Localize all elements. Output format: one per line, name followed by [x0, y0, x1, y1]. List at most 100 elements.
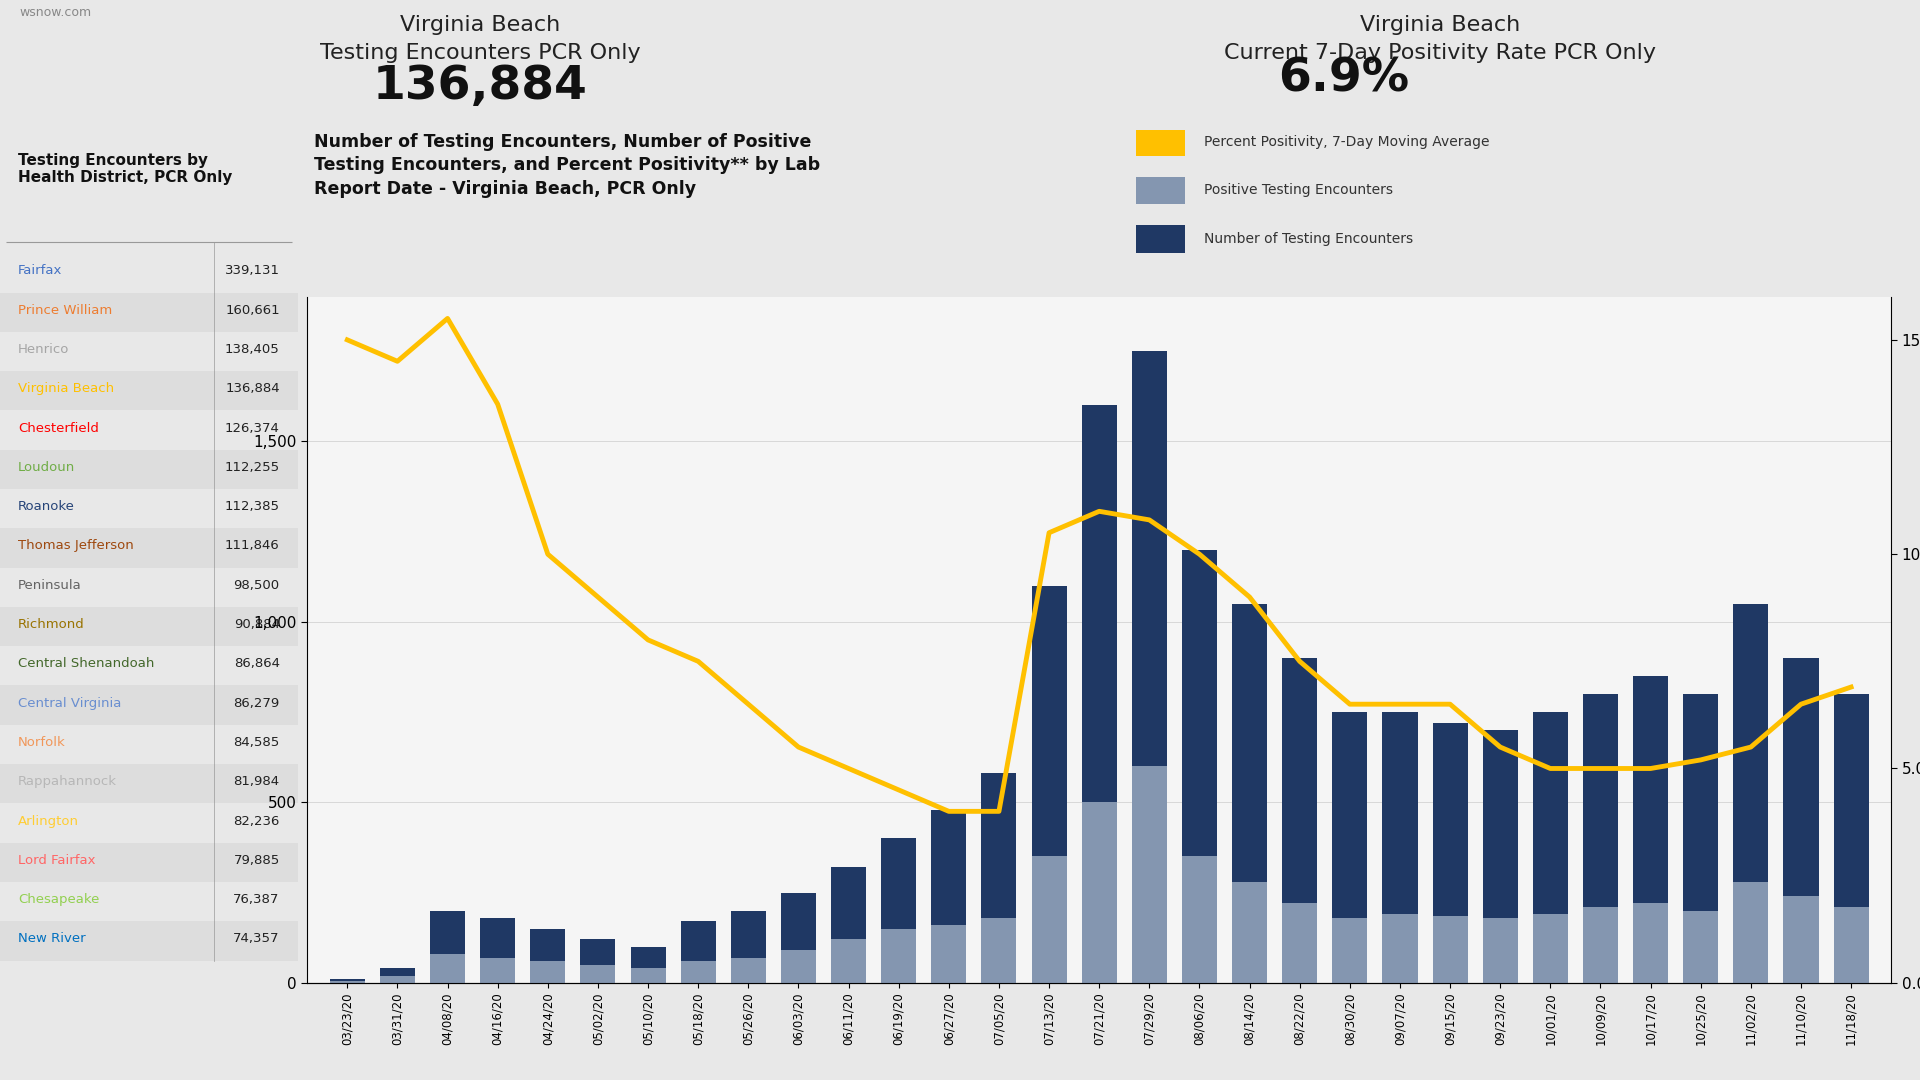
Text: Central Shenandoah: Central Shenandoah: [17, 658, 154, 671]
Bar: [1131, 351, 1167, 983]
Bar: [1332, 712, 1367, 983]
Bar: [1582, 694, 1619, 983]
Text: Prince William: Prince William: [17, 303, 111, 316]
Bar: [1634, 676, 1668, 983]
Bar: [1332, 918, 1367, 983]
Text: 112,255: 112,255: [225, 461, 280, 474]
Bar: [931, 926, 966, 983]
Bar: [781, 892, 816, 983]
Bar: [1081, 405, 1117, 983]
Bar: [1432, 723, 1467, 983]
Text: Loudoun: Loudoun: [17, 461, 75, 474]
Bar: [630, 969, 666, 983]
Bar: [1137, 226, 1185, 253]
Bar: [831, 940, 866, 983]
Text: Norfolk: Norfolk: [17, 735, 65, 748]
Bar: [0, 528, 298, 568]
Bar: [1183, 856, 1217, 983]
Bar: [0, 842, 298, 882]
Bar: [0, 489, 298, 528]
Text: 76,387: 76,387: [234, 893, 280, 906]
Bar: [981, 918, 1016, 983]
Bar: [1131, 766, 1167, 983]
Bar: [480, 918, 515, 983]
Text: Chesterfield: Chesterfield: [17, 421, 98, 434]
Bar: [1233, 881, 1267, 983]
Bar: [1031, 585, 1068, 983]
Text: 136,884: 136,884: [225, 382, 280, 395]
Bar: [1031, 856, 1068, 983]
Text: Chesapeake: Chesapeake: [17, 893, 100, 906]
Text: 98,500: 98,500: [234, 579, 280, 592]
Text: Percent Positivity, 7-Day Moving Average: Percent Positivity, 7-Day Moving Average: [1204, 135, 1490, 149]
Bar: [1734, 881, 1768, 983]
Text: New River: New River: [17, 932, 86, 945]
Text: 86,279: 86,279: [234, 697, 280, 710]
Bar: [1784, 658, 1818, 983]
Bar: [0, 725, 298, 764]
Bar: [530, 961, 564, 983]
Bar: [380, 969, 415, 983]
Text: Henrico: Henrico: [17, 343, 69, 356]
Bar: [530, 929, 564, 983]
Bar: [1532, 914, 1569, 983]
Bar: [1482, 918, 1517, 983]
Bar: [1283, 658, 1317, 983]
Text: 339,131: 339,131: [225, 265, 280, 278]
Bar: [0, 607, 298, 646]
Bar: [480, 958, 515, 983]
Text: 84,585: 84,585: [234, 735, 280, 748]
Text: Testing Encounters by
Health District, PCR Only: Testing Encounters by Health District, P…: [17, 153, 232, 186]
Text: 6.9%: 6.9%: [1279, 56, 1409, 102]
Bar: [0, 764, 298, 804]
Bar: [931, 810, 966, 983]
Text: Fairfax: Fairfax: [17, 265, 61, 278]
Bar: [630, 947, 666, 983]
Bar: [781, 950, 816, 983]
Bar: [1432, 916, 1467, 983]
Text: 138,405: 138,405: [225, 343, 280, 356]
Bar: [580, 964, 616, 983]
Bar: [732, 910, 766, 983]
Text: Virginia Beach: Virginia Beach: [17, 382, 113, 395]
Text: 82,236: 82,236: [234, 814, 280, 827]
Text: 136,884: 136,884: [372, 65, 588, 109]
Bar: [580, 940, 616, 983]
Bar: [0, 686, 298, 725]
Text: 90,884: 90,884: [234, 618, 280, 631]
Text: Central Virginia: Central Virginia: [17, 697, 121, 710]
Text: Roanoke: Roanoke: [17, 500, 75, 513]
Bar: [0, 293, 298, 332]
Text: Current 7-Day Positivity Rate PCR Only: Current 7-Day Positivity Rate PCR Only: [1225, 43, 1655, 64]
Bar: [682, 921, 716, 983]
Text: Lord Fairfax: Lord Fairfax: [17, 854, 96, 867]
Bar: [1283, 903, 1317, 983]
Bar: [1734, 604, 1768, 983]
Bar: [0, 372, 298, 410]
Text: 111,846: 111,846: [225, 540, 280, 553]
Bar: [430, 910, 465, 983]
Text: Richmond: Richmond: [17, 618, 84, 631]
Bar: [682, 961, 716, 983]
Bar: [380, 975, 415, 983]
Bar: [0, 882, 298, 921]
Bar: [0, 568, 298, 607]
Bar: [1582, 907, 1619, 983]
Bar: [1784, 896, 1818, 983]
Bar: [881, 929, 916, 983]
Text: Number of Testing Encounters, Number of Positive
Testing Encounters, and Percent: Number of Testing Encounters, Number of …: [313, 133, 820, 198]
Text: Virginia Beach: Virginia Beach: [399, 15, 561, 35]
Bar: [430, 954, 465, 983]
Text: Arlington: Arlington: [17, 814, 79, 827]
Bar: [1137, 127, 1185, 156]
Bar: [0, 410, 298, 449]
Text: 112,385: 112,385: [225, 500, 280, 513]
Bar: [1532, 712, 1569, 983]
Bar: [1233, 604, 1267, 983]
Bar: [732, 958, 766, 983]
Bar: [0, 921, 298, 960]
Text: Number of Testing Encounters: Number of Testing Encounters: [1204, 232, 1413, 246]
Bar: [0, 332, 298, 372]
Bar: [1834, 694, 1868, 983]
Bar: [1634, 903, 1668, 983]
